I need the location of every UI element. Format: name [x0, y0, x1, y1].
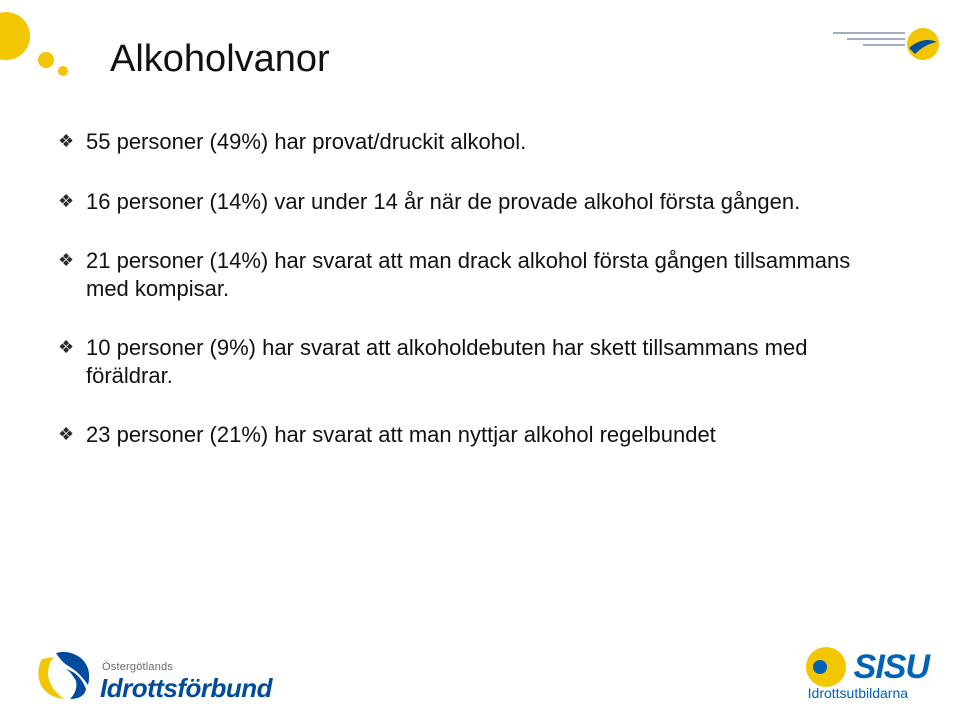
bullet-item: 55 personer (49%) har provat/druckit alk…	[58, 128, 889, 156]
bullet-item: 21 personer (14%) har svarat att man dra…	[58, 247, 889, 302]
logo-region-label: Östergötlands	[102, 662, 272, 673]
bullet-item: 16 personer (14%) var under 14 år när de…	[58, 188, 889, 216]
logo-org-name: Idrottsförbund	[100, 675, 272, 701]
sisu-subtitle: Idrottsutbildarna	[808, 685, 908, 701]
bullet-item: 10 personer (9%) har svarat att alkohold…	[58, 334, 889, 389]
bullet-item: 23 personer (21%) har svarat att man nyt…	[58, 421, 889, 449]
idrottsforbund-mark-icon	[36, 649, 94, 701]
sisu-logo: SISU Idrottsutbildarna	[806, 647, 929, 701]
sisu-dot-icon	[806, 647, 846, 687]
ostergotlands-idrottsforbund-logo: Östergötlands Idrottsförbund	[36, 649, 272, 701]
sisu-wordmark: SISU	[854, 648, 929, 687]
bullet-list: 55 personer (49%) har provat/druckit alk…	[58, 128, 889, 481]
slide-title: Alkoholvanor	[110, 38, 330, 81]
